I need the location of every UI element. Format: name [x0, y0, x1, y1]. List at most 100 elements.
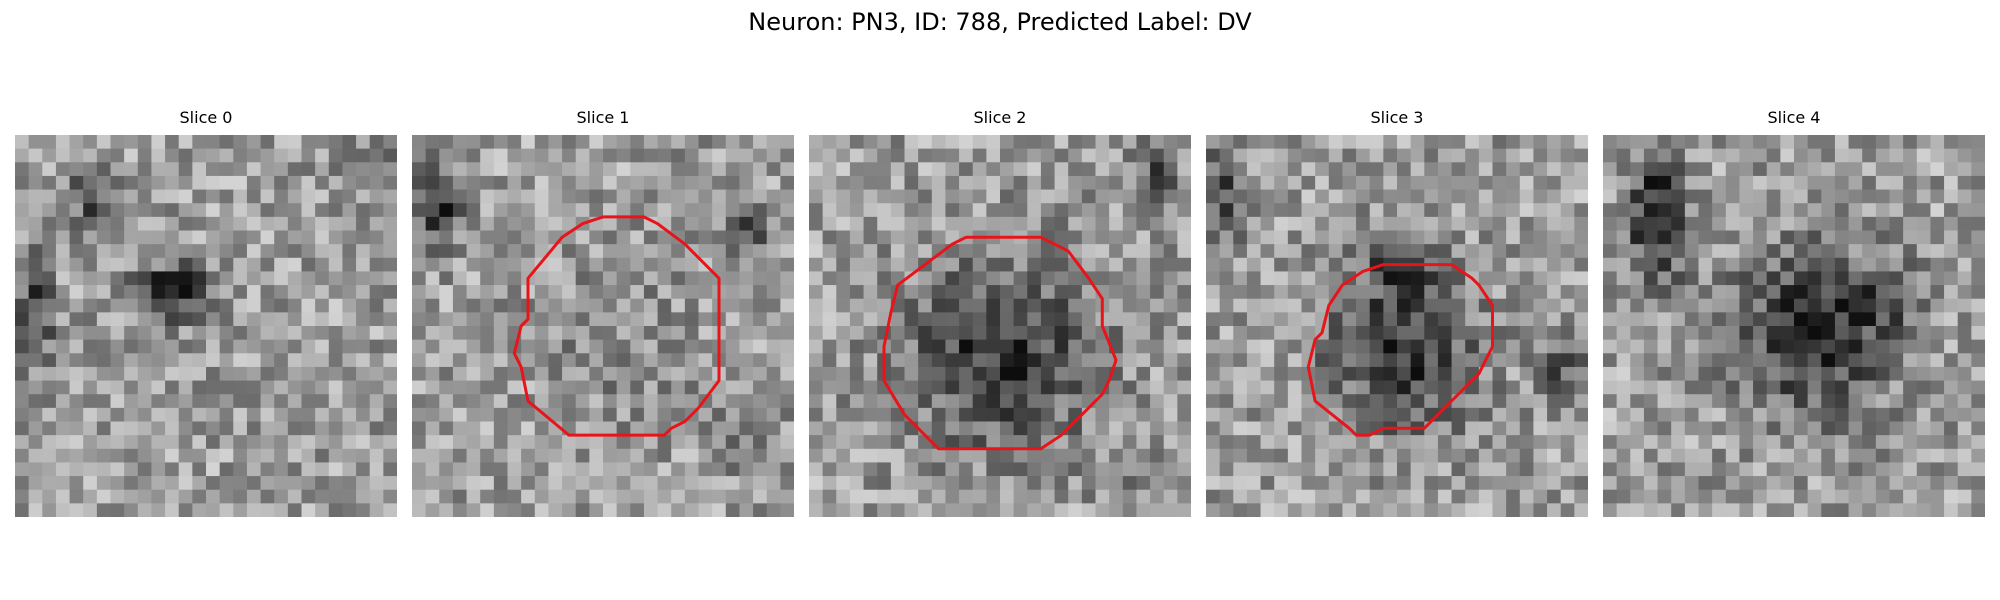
pixel: [1643, 216, 1658, 231]
pixel: [1725, 216, 1740, 231]
pixel: [1630, 326, 1645, 341]
pixel: [1930, 148, 1945, 163]
pixel: [1848, 285, 1863, 300]
pixel: [369, 135, 384, 150]
pixel: [1862, 271, 1877, 286]
pixel: [110, 271, 125, 286]
pixel: [315, 326, 330, 341]
pixel: [1301, 476, 1316, 491]
pixel: [1397, 244, 1412, 259]
pixel: [69, 435, 84, 450]
pixel: [822, 489, 837, 504]
pixel: [1944, 175, 1959, 190]
pixel: [110, 394, 125, 409]
pixel: [480, 162, 495, 177]
pixel: [1246, 298, 1261, 313]
pixel: [1369, 230, 1384, 245]
pixel: [1603, 271, 1618, 286]
pixel: [849, 257, 864, 272]
pixel: [1219, 257, 1234, 272]
pixel: [260, 476, 275, 491]
pixel: [328, 489, 343, 504]
pixel: [986, 394, 1001, 409]
pixel: [562, 216, 577, 231]
pixel: [1753, 271, 1768, 286]
pixel: [96, 148, 111, 163]
pixel: [1424, 203, 1439, 218]
pixel: [877, 285, 892, 300]
pixel: [945, 407, 960, 422]
pixel: [1163, 503, 1178, 517]
pixel: [1040, 312, 1055, 327]
pixel: [439, 407, 454, 422]
pixel: [562, 189, 577, 204]
pixel: [110, 162, 125, 177]
pixel: [15, 285, 30, 300]
pixel: [562, 489, 577, 504]
pixel: [863, 189, 878, 204]
pixel: [1753, 462, 1768, 477]
pixel: [1766, 476, 1781, 491]
pixel: [1916, 312, 1931, 327]
pixel: [1356, 148, 1371, 163]
pixel: [219, 407, 234, 422]
pixel: [425, 339, 440, 354]
pixel: [412, 366, 427, 381]
pixel: [383, 312, 397, 327]
pixel: [96, 189, 111, 204]
pixel: [178, 489, 193, 504]
pixel: [110, 244, 125, 259]
pixel: [178, 448, 193, 463]
pixel: [1753, 353, 1768, 368]
pixel: [1971, 230, 1985, 245]
pixel: [83, 380, 98, 395]
pixel: [657, 339, 672, 354]
pixel: [1150, 462, 1165, 477]
pixel: [575, 489, 590, 504]
pixel: [877, 175, 892, 190]
pixel: [1274, 407, 1289, 422]
pixel: [165, 148, 180, 163]
pixel: [151, 148, 166, 163]
pixel: [260, 380, 275, 395]
pixel: [1603, 135, 1618, 150]
pixel: [972, 203, 987, 218]
pixel: [1889, 366, 1904, 381]
pixel: [1698, 366, 1713, 381]
pixel: [904, 230, 919, 245]
slice-image: [1206, 135, 1588, 517]
pixel: [425, 312, 440, 327]
pixel: [1027, 353, 1042, 368]
pixel: [1000, 162, 1015, 177]
pixel: [1957, 312, 1972, 327]
pixel: [1315, 489, 1330, 504]
pixel: [1274, 162, 1289, 177]
pixel: [96, 216, 111, 231]
pixel: [1560, 421, 1575, 436]
pixel: [287, 298, 302, 313]
pixel: [1930, 257, 1945, 272]
pixel: [1424, 380, 1439, 395]
pixel: [206, 189, 221, 204]
pixel: [1260, 203, 1275, 218]
pixel: [643, 435, 658, 450]
pixel: [822, 271, 837, 286]
pixel: [1834, 285, 1849, 300]
pixel: [1603, 148, 1618, 163]
pixel: [809, 448, 824, 463]
pixel: [809, 489, 824, 504]
pixel: [657, 448, 672, 463]
pixel: [1013, 489, 1028, 504]
pixel: [1383, 326, 1398, 341]
pixel: [1519, 326, 1534, 341]
pixel: [219, 503, 234, 517]
pixel: [1136, 339, 1151, 354]
pixel: [480, 435, 495, 450]
pixel: [643, 216, 658, 231]
pixel: [822, 135, 837, 150]
pixel: [287, 257, 302, 272]
pixel: [945, 339, 960, 354]
pixel: [15, 489, 30, 504]
pixel: [1246, 189, 1261, 204]
pixel: [178, 326, 193, 341]
